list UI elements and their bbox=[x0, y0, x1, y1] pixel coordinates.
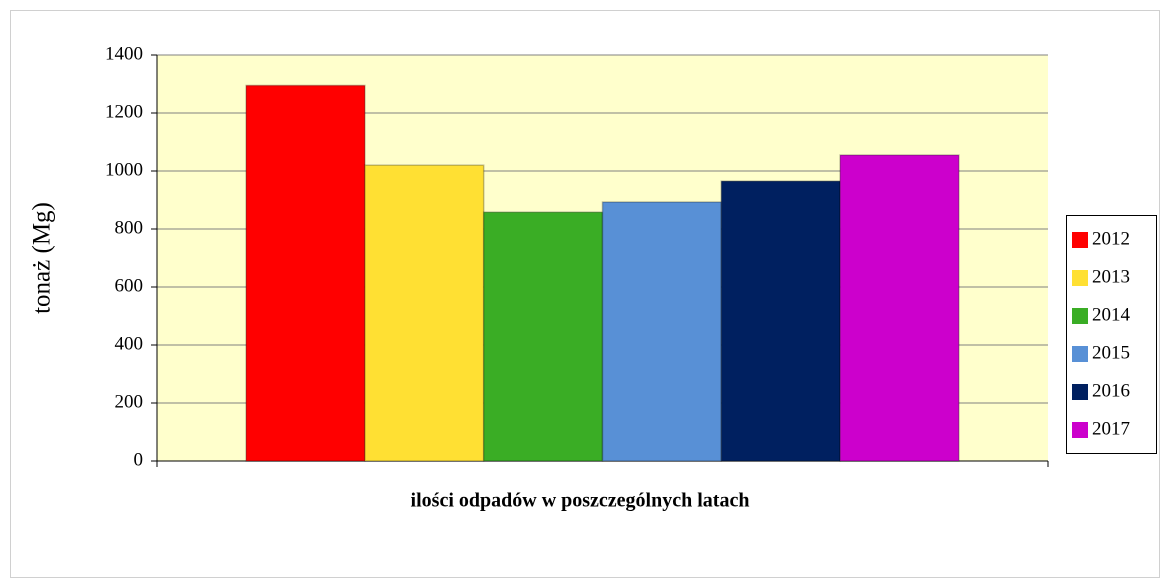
legend-label: 2013 bbox=[1092, 266, 1130, 287]
bar bbox=[720, 180, 841, 462]
legend-swatch bbox=[1072, 346, 1088, 362]
y-tick-label: 800 bbox=[115, 217, 144, 238]
legend-label: 2014 bbox=[1092, 304, 1131, 325]
legend-swatch bbox=[1072, 308, 1088, 324]
legend-label: 2015 bbox=[1092, 342, 1130, 363]
y-axis-label: tonaż (Mg) bbox=[29, 202, 56, 314]
bar bbox=[245, 84, 366, 462]
legend-swatch bbox=[1072, 270, 1088, 286]
bar bbox=[482, 211, 604, 462]
bar bbox=[601, 201, 723, 462]
legend-label: 2016 bbox=[1092, 380, 1130, 401]
legend-swatch bbox=[1072, 232, 1088, 248]
y-tick-label: 1400 bbox=[105, 43, 143, 64]
y-tick-label: 1000 bbox=[105, 159, 143, 180]
legend-swatch bbox=[1072, 422, 1088, 438]
bar bbox=[364, 164, 485, 462]
x-axis-label: ilości odpadów w poszczególnych latach bbox=[411, 490, 750, 512]
y-tick-label: 1200 bbox=[105, 101, 143, 122]
bar bbox=[839, 154, 960, 462]
y-tick-label: 200 bbox=[115, 391, 144, 412]
legend-label: 2017 bbox=[1092, 418, 1130, 439]
legend-box bbox=[1066, 215, 1157, 454]
y-tick-label: 0 bbox=[134, 449, 144, 470]
y-tick-label: 600 bbox=[115, 275, 144, 296]
legend-label: 2012 bbox=[1092, 228, 1130, 249]
y-tick-label: 400 bbox=[115, 333, 144, 354]
legend-swatch bbox=[1072, 384, 1088, 400]
